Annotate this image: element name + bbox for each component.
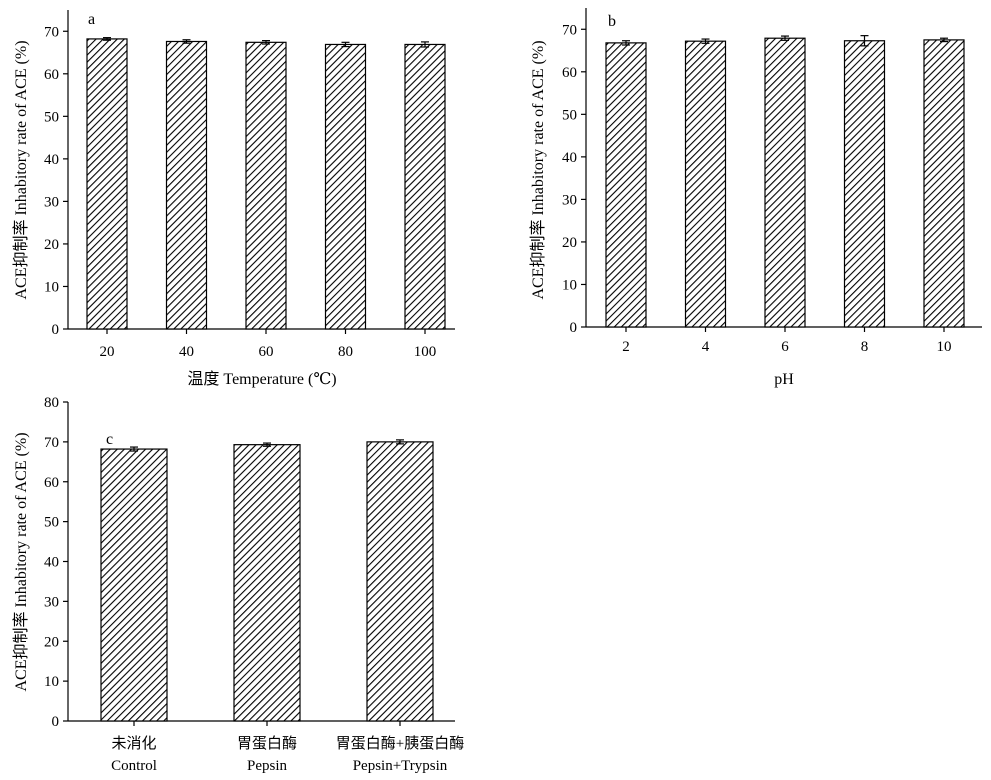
panel-c-x-tick-label-en: Pepsin+Trypsin xyxy=(353,758,448,774)
panel-c-y-tick-label: 70 xyxy=(44,435,59,451)
panel-a-y-tick-label: 0 xyxy=(52,322,60,338)
panel-b-y-tick-label: 10 xyxy=(562,277,577,293)
panel-b-x-tick-label: 10 xyxy=(937,339,952,355)
panel-b-y-axis-title: ACE抑制率 Inhabitory rate of ACE (%) xyxy=(529,40,547,299)
panel-a-bar xyxy=(404,43,446,330)
panel-a-y-tick-label: 20 xyxy=(44,237,59,253)
panel-c: 0 10 20 30 40 50 60 70 80 未消化 Control 胃蛋白酶 Pepsin 胃蛋白… xyxy=(12,395,464,774)
panel-b-x-tick-label: 2 xyxy=(622,339,630,355)
panel-c-x-tick-label: 胃蛋白酶+胰蛋白酶 xyxy=(336,735,464,752)
panel-a: 0 10 20 30 40 50 60 70 20 40 60 80 100 a ACE抑制率 Inha… xyxy=(12,10,455,388)
panel-a-y-tick-label: 70 xyxy=(44,24,59,40)
panel-b: 0 10 20 30 40 50 60 70 2 4 6 8 10 b ACE抑制率 Inhabitor… xyxy=(529,8,982,388)
panel-c-x-tick-label: 未消化 xyxy=(111,735,156,752)
panel-a-y-tick-label: 60 xyxy=(44,67,59,83)
panel-a-bar xyxy=(86,38,128,330)
panel-a-y-tick-label: 40 xyxy=(44,152,59,168)
panel-b-bar xyxy=(923,39,965,328)
panel-c-y-tick-label: 30 xyxy=(44,594,59,610)
panel-a-bar xyxy=(245,41,287,330)
panel-a-x-tick-label: 100 xyxy=(414,344,437,360)
panel-c-plot: 0 10 20 30 40 50 60 70 80 未消化 Control 胃蛋白酶 Pepsin 胃蛋白… xyxy=(44,395,464,774)
panel-b-y-tick-label: 0 xyxy=(570,320,578,336)
panel-c-label: c xyxy=(106,431,113,448)
panel-c-bar xyxy=(100,448,168,722)
panel-a-x-tick-label: 20 xyxy=(100,344,115,360)
panel-c-y-tick-label: 0 xyxy=(52,714,60,730)
panel-b-y-tick-label: 30 xyxy=(562,192,577,208)
panel-a-y-tick-label: 50 xyxy=(44,109,59,125)
panel-b-x-tick-label: 6 xyxy=(781,339,789,355)
panel-a-x-tick-label: 40 xyxy=(179,344,194,360)
panel-b-y-tick-label: 50 xyxy=(562,107,577,123)
panel-b-bar xyxy=(605,42,647,328)
panel-a-bar xyxy=(165,40,208,330)
panel-b-y-tick-label: 40 xyxy=(562,150,577,166)
panel-b-x-axis-title: pH xyxy=(774,371,794,388)
panel-b-x-tick-label: 8 xyxy=(861,339,869,355)
panel-c-y-tick-label: 60 xyxy=(44,475,59,491)
panel-a-y-tick-label: 10 xyxy=(44,279,59,295)
panel-b-label: b xyxy=(608,13,616,30)
panel-c-bar xyxy=(366,441,434,722)
panel-c-y-tick-label: 40 xyxy=(44,555,59,571)
panel-b-y-tick-label: 70 xyxy=(562,22,577,38)
panel-c-bar xyxy=(233,444,301,722)
panel-a-label: a xyxy=(88,11,95,28)
panel-a-bar xyxy=(324,43,367,330)
panel-a-x-tick-label: 80 xyxy=(338,344,353,360)
panel-c-x-tick-label: 胃蛋白酶 xyxy=(237,735,297,752)
panel-a-x-axis-title: 温度 Temperature (℃) xyxy=(187,370,336,388)
panel-b-plot: 0 10 20 30 40 50 60 70 2 4 6 8 10 xyxy=(562,8,982,355)
panel-c-y-tick-label: 80 xyxy=(44,395,59,411)
panel-c-x-tick-label-en: Pepsin xyxy=(247,758,288,774)
panel-a-x-tick-label: 60 xyxy=(259,344,274,360)
panel-c-y-tick-label: 10 xyxy=(44,674,59,690)
panel-b-y-tick-label: 60 xyxy=(562,65,577,81)
panel-c-y-axis-title: ACE抑制率 Inhabitory rate of ACE (%) xyxy=(12,432,30,691)
panel-c-y-tick-label: 20 xyxy=(44,634,59,650)
panel-a-y-tick-label: 30 xyxy=(44,194,59,210)
panel-c-x-tick-label-en: Control xyxy=(111,758,157,774)
panel-b-y-tick-label: 20 xyxy=(562,235,577,251)
panel-a-plot: 0 10 20 30 40 50 60 70 20 40 60 80 100 xyxy=(44,10,455,360)
panel-a-y-axis-title: ACE抑制率 Inhabitory rate of ACE (%) xyxy=(12,40,30,299)
panel-b-bar xyxy=(843,40,886,328)
panel-b-bar xyxy=(684,40,727,328)
panel-b-bar xyxy=(764,37,806,328)
panel-b-x-tick-label: 4 xyxy=(702,339,710,355)
panel-c-y-tick-label: 50 xyxy=(44,515,59,531)
